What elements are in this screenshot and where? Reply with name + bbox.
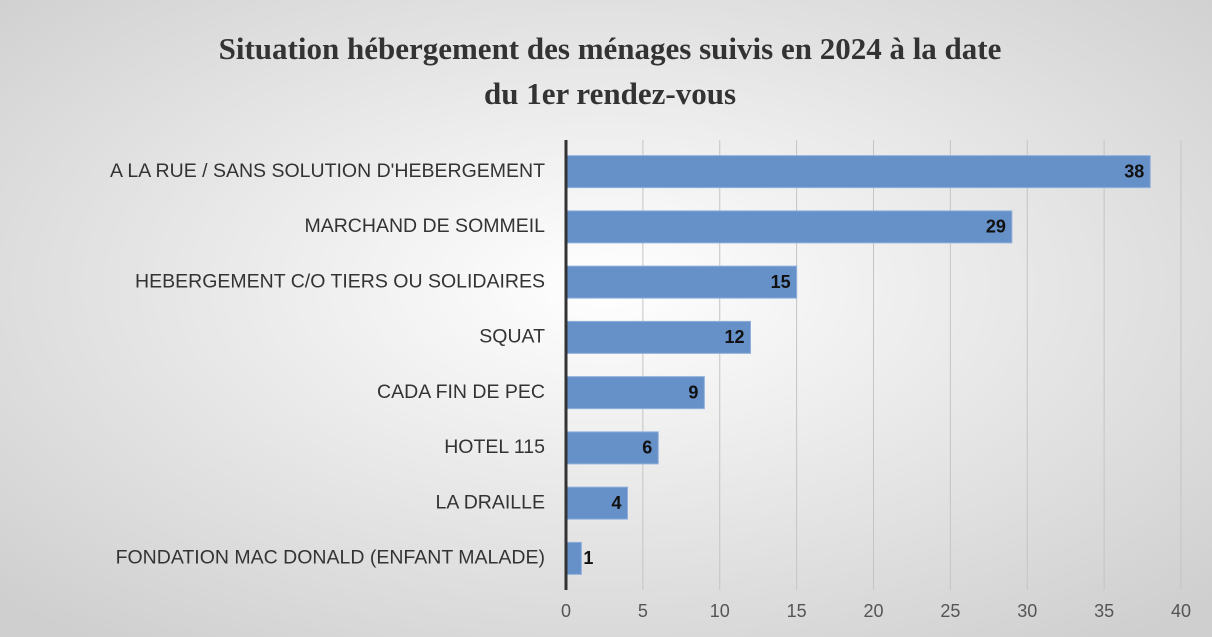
y-tick-label: HOTEL 115 bbox=[444, 436, 545, 458]
bar bbox=[565, 431, 659, 465]
y-tick-label: MARCHAND DE SOMMEIL bbox=[304, 215, 545, 237]
bar bbox=[565, 541, 582, 575]
x-tick-label: 30 bbox=[1017, 601, 1037, 621]
bar bbox=[565, 155, 1151, 189]
y-tick-label: SQUAT bbox=[479, 326, 545, 348]
bar bbox=[565, 265, 798, 299]
y-tick-label: CADA FIN DE PEC bbox=[377, 381, 545, 403]
y-tick-label: FONDATION MAC DONALD (ENFANT MALADE) bbox=[116, 547, 545, 569]
data-label: 6 bbox=[642, 438, 652, 458]
bar bbox=[565, 210, 1013, 244]
data-label: 1 bbox=[583, 548, 593, 568]
x-tick-label: 25 bbox=[940, 601, 960, 621]
data-label: 9 bbox=[688, 382, 698, 402]
bar bbox=[565, 320, 751, 354]
bar bbox=[565, 376, 705, 410]
y-tick-label: LA DRAILLE bbox=[436, 491, 545, 513]
chart-title: Situation hébergement des ménages suivis… bbox=[219, 31, 1002, 66]
x-tick-label: 20 bbox=[863, 601, 883, 621]
data-label: 4 bbox=[611, 493, 621, 513]
y-tick-label: HEBERGEMENT C/O TIERS OU SOLIDAIRES bbox=[135, 270, 545, 292]
data-label: 12 bbox=[724, 327, 744, 347]
x-tick-label: 15 bbox=[787, 601, 807, 621]
x-tick-label: 10 bbox=[710, 601, 730, 621]
x-tick-label: 40 bbox=[1171, 601, 1191, 621]
x-tick-label: 35 bbox=[1094, 601, 1114, 621]
x-tick-label: 0 bbox=[561, 601, 571, 621]
data-label: 15 bbox=[771, 272, 791, 292]
data-label: 29 bbox=[986, 217, 1006, 237]
chart-title: du 1er rendez-vous bbox=[484, 76, 736, 111]
x-tick-label: 5 bbox=[638, 601, 648, 621]
y-tick-label: A LA RUE / SANS SOLUTION D'HEBERGEMENT bbox=[110, 160, 545, 182]
data-label: 38 bbox=[1124, 161, 1144, 181]
bar bbox=[565, 486, 628, 520]
